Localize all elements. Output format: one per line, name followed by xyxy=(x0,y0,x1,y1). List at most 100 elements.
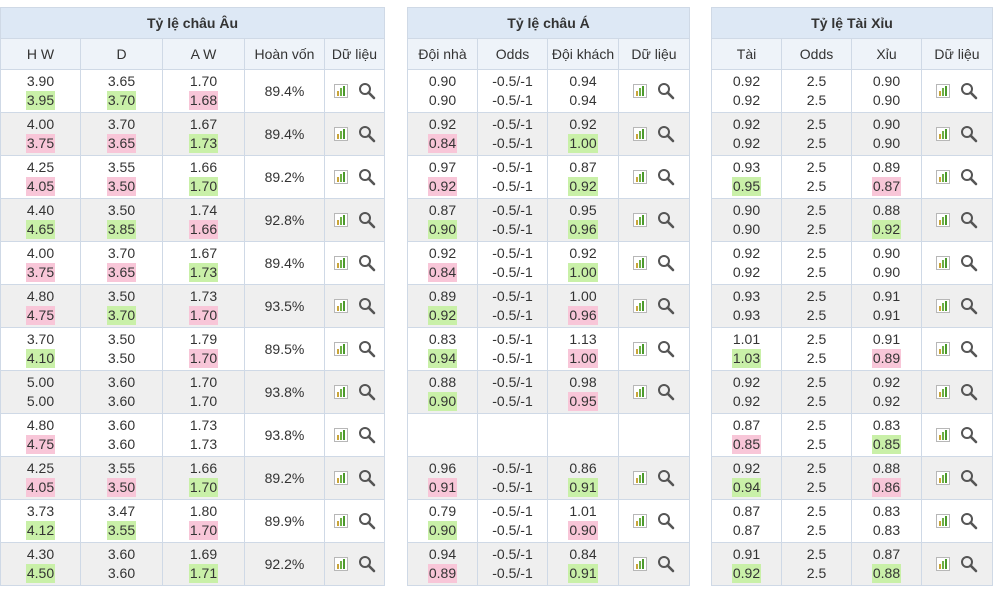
bar-chart-icon[interactable] xyxy=(633,471,648,485)
magnifier-icon[interactable] xyxy=(960,383,978,401)
bar-chart-icon[interactable] xyxy=(936,213,950,227)
current-value: 0.90 xyxy=(872,135,901,151)
magnifier-icon[interactable] xyxy=(358,555,376,573)
bar-chart-icon[interactable] xyxy=(936,428,950,442)
magnifier-icon[interactable] xyxy=(960,297,978,315)
odds-cell: 1.01 1.03 xyxy=(711,327,782,371)
magnifier-icon[interactable] xyxy=(960,254,978,272)
magnifier-icon[interactable] xyxy=(960,82,978,100)
opening-value: 0.88 xyxy=(872,460,901,476)
return-value: 93.8% xyxy=(264,427,305,443)
magnifier-icon[interactable] xyxy=(657,469,675,487)
odds-cell: 1.74 1.66 xyxy=(162,198,245,242)
magnifier-icon[interactable] xyxy=(657,383,675,401)
magnifier-icon[interactable] xyxy=(358,383,376,401)
bar-chart-icon[interactable] xyxy=(936,342,950,356)
bar-chart-icon[interactable] xyxy=(633,84,648,98)
magnifier-icon[interactable] xyxy=(358,125,376,143)
opening-value: -0.5/-1 xyxy=(492,245,533,261)
return-value: 89.2% xyxy=(264,169,305,185)
bar-chart-icon[interactable] xyxy=(633,342,648,356)
odds-cell: -0.5/-1 -0.5/-1 xyxy=(477,542,548,586)
bar-chart-icon[interactable] xyxy=(333,213,348,227)
magnifier-icon[interactable] xyxy=(960,512,978,530)
magnifier-icon[interactable] xyxy=(960,211,978,229)
bar-chart-icon[interactable] xyxy=(936,84,950,98)
bar-chart-icon[interactable] xyxy=(633,514,648,528)
col-header-data: Dữ liệu xyxy=(920,38,994,70)
magnifier-icon[interactable] xyxy=(358,512,376,530)
bar-chart-icon[interactable] xyxy=(936,256,950,270)
current-value: 4.05 xyxy=(25,478,56,497)
bar-chart-icon[interactable] xyxy=(333,256,348,270)
opening-value: 0.93 xyxy=(732,288,761,304)
bar-chart-icon[interactable] xyxy=(333,557,348,571)
bar-chart-icon[interactable] xyxy=(333,84,348,98)
odds-cell: 4.80 4.75 xyxy=(0,284,81,328)
magnifier-icon[interactable] xyxy=(960,555,978,573)
magnifier-icon[interactable] xyxy=(358,297,376,315)
bar-chart-icon[interactable] xyxy=(633,213,648,227)
table-row: 0.90 0.90 2.5 2.5 0.88 0.92 xyxy=(711,198,994,242)
magnifier-icon[interactable] xyxy=(358,211,376,229)
bar-chart-icon[interactable] xyxy=(333,428,348,442)
bar-chart-icon[interactable] xyxy=(936,299,950,313)
odds-cell: -0.5/-1 -0.5/-1 xyxy=(477,155,548,199)
current-value: 2.5 xyxy=(806,221,827,237)
magnifier-icon[interactable] xyxy=(960,168,978,186)
odds-cell: 0.87 0.92 xyxy=(547,155,619,199)
magnifier-icon[interactable] xyxy=(657,512,675,530)
magnifier-icon[interactable] xyxy=(657,297,675,315)
magnifier-icon[interactable] xyxy=(657,254,675,272)
magnifier-icon[interactable] xyxy=(960,426,978,444)
magnifier-icon[interactable] xyxy=(358,469,376,487)
bar-chart-icon[interactable] xyxy=(633,127,648,141)
bar-chart-icon[interactable] xyxy=(633,170,648,184)
bar-chart-icon[interactable] xyxy=(333,127,348,141)
bar-chart-icon[interactable] xyxy=(936,557,950,571)
bar-chart-icon[interactable] xyxy=(936,471,950,485)
magnifier-icon[interactable] xyxy=(358,426,376,444)
magnifier-icon[interactable] xyxy=(657,168,675,186)
bar-chart-icon[interactable] xyxy=(333,299,348,313)
magnifier-icon[interactable] xyxy=(358,168,376,186)
bar-chart-icon[interactable] xyxy=(333,170,348,184)
odds-cell: 2.5 2.5 xyxy=(781,413,852,457)
opening-value: 0.90 xyxy=(872,116,901,132)
opening-value: 0.86 xyxy=(569,460,597,476)
current-value: 0.92 xyxy=(568,177,598,196)
bar-chart-icon[interactable] xyxy=(633,557,648,571)
odds-cell: 0.87 0.88 xyxy=(851,542,922,586)
magnifier-icon[interactable] xyxy=(960,340,978,358)
odds-cell: 0.96 0.91 xyxy=(407,456,478,500)
magnifier-icon[interactable] xyxy=(657,211,675,229)
bar-chart-icon[interactable] xyxy=(936,385,950,399)
return-value: 93.8% xyxy=(264,384,305,400)
overunder-title: Tỷ lệ Tài Xỉu xyxy=(710,7,994,39)
magnifier-icon[interactable] xyxy=(960,125,978,143)
magnifier-icon[interactable] xyxy=(657,125,675,143)
bar-chart-icon[interactable] xyxy=(936,514,950,528)
opening-value: 0.95 xyxy=(569,202,597,218)
magnifier-icon[interactable] xyxy=(960,469,978,487)
col-header-odds: Odds xyxy=(477,38,548,70)
magnifier-icon[interactable] xyxy=(657,340,675,358)
bar-chart-icon[interactable] xyxy=(936,127,950,141)
magnifier-icon[interactable] xyxy=(358,340,376,358)
magnifier-icon[interactable] xyxy=(358,254,376,272)
bar-chart-icon[interactable] xyxy=(633,385,648,399)
bar-chart-icon[interactable] xyxy=(633,256,648,270)
bar-chart-icon[interactable] xyxy=(333,471,348,485)
return-cell: 89.2% xyxy=(244,155,325,199)
bar-chart-icon[interactable] xyxy=(333,342,348,356)
magnifier-icon[interactable] xyxy=(657,555,675,573)
return-value: 89.5% xyxy=(264,341,305,357)
current-value: 0.90 xyxy=(872,264,901,280)
bar-chart-icon[interactable] xyxy=(633,299,648,313)
bar-chart-icon[interactable] xyxy=(333,385,348,399)
bar-chart-icon[interactable] xyxy=(333,514,348,528)
current-value: 3.60 xyxy=(107,436,136,452)
bar-chart-icon[interactable] xyxy=(936,170,950,184)
magnifier-icon[interactable] xyxy=(358,82,376,100)
magnifier-icon[interactable] xyxy=(657,82,675,100)
